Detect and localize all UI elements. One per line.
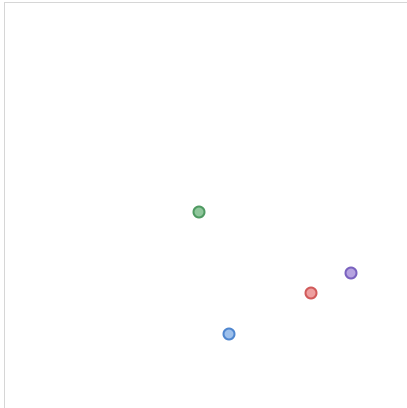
green-dot-marker[interactable] xyxy=(192,205,206,219)
blue-dot-marker[interactable] xyxy=(222,327,236,341)
red-dot-marker[interactable] xyxy=(304,286,318,300)
purple-dot-marker[interactable] xyxy=(344,266,358,280)
canvas-area[interactable] xyxy=(4,2,407,408)
